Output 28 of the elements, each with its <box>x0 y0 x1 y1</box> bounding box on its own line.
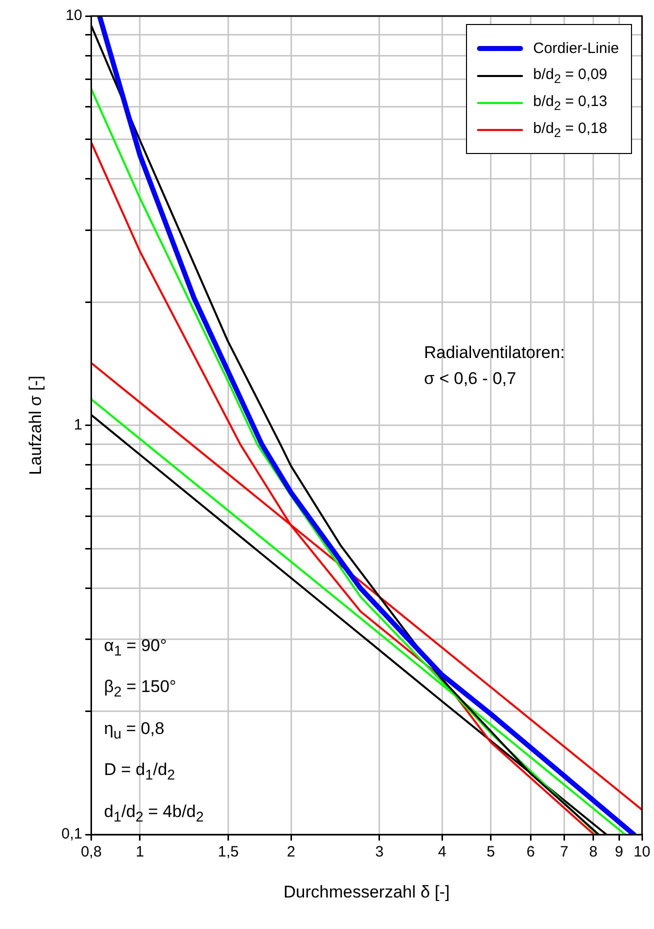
legend-label: b/d$_{2}$ = 0,18 <box>533 120 608 140</box>
legend-label: b/d$_{2}$ = 0,13 <box>533 92 608 112</box>
x-tick-label: 7 <box>560 844 568 861</box>
x-tick-label: 2 <box>286 844 296 861</box>
annotation: β$_{2}$ = 150° <box>104 676 178 703</box>
x-tick-label: 6 <box>526 844 535 861</box>
y-tick-label: 0,1 <box>61 826 82 843</box>
x-tick-label: 3 <box>375 844 384 861</box>
annotation: σ < 0,6 - 0,7 <box>424 368 518 390</box>
annotation: η$_{u}$ = 0,8 <box>104 718 166 744</box>
y-axis-title: Laufzahl σ [-] <box>26 376 45 475</box>
y-tick-label: 1 <box>74 416 82 434</box>
x-tick-label: 0,8 <box>80 844 102 861</box>
y-tick-label: 10 <box>66 7 82 24</box>
x-tick-label: 8 <box>589 844 598 861</box>
x-tick-label: 5 <box>486 844 496 861</box>
x-tick-label: 9 <box>614 844 624 861</box>
annotation: D = d$_{1}$/d$_{2}$ <box>104 759 176 786</box>
x-tick-label: 1 <box>136 844 144 861</box>
x-tick-label: 4 <box>438 844 446 861</box>
annotation: α$_{1}$ = 90° <box>104 635 168 662</box>
x-tick-label: 10 <box>634 844 650 861</box>
legend-label: Cordier-Linie <box>533 40 619 57</box>
legend-label: b/d$_{2}$ = 0,09 <box>533 66 608 86</box>
annotation: d$_{1}$/d$_{2}$ = 4b/d$_{2}$ <box>104 800 204 827</box>
x-tick-label: 1,5 <box>218 844 239 861</box>
x-axis-title: Durchmesserzahl δ [-] <box>283 882 450 902</box>
annotation: Radialventilatoren: <box>424 342 565 364</box>
